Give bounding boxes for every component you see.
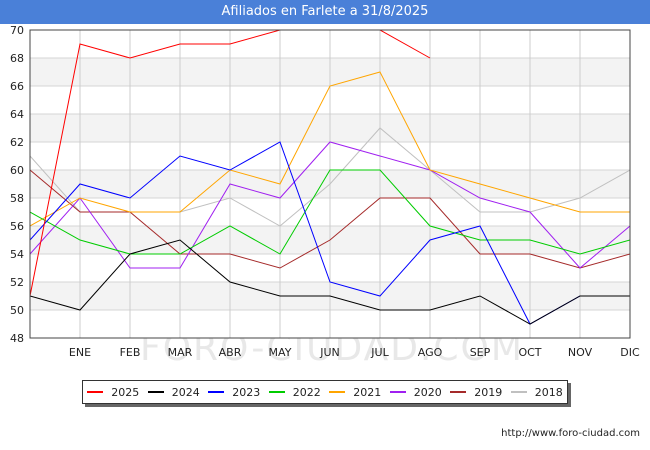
x-tick-label: OCT: [518, 346, 541, 359]
legend-swatch: [329, 391, 346, 393]
y-tick-label: 64: [10, 108, 24, 121]
y-tick-label: 68: [10, 52, 24, 65]
plot-frame: [29, 29, 631, 339]
series-line-2025: [30, 30, 431, 297]
x-tick-label: JUL: [370, 346, 389, 359]
legend-swatch: [268, 391, 285, 393]
legend-label: 2025: [111, 385, 140, 399]
legend-label: 2018: [534, 385, 563, 399]
x-tick-label: MAR: [168, 346, 193, 359]
legend-label: 2021: [353, 385, 382, 399]
x-tick-label: ABR: [219, 346, 242, 359]
legend-swatch: [87, 391, 104, 393]
y-tick-label: 60: [10, 164, 24, 177]
series-line-2020: [30, 141, 630, 269]
legend-item-2022: 2022: [268, 385, 321, 399]
y-tick-label: 52: [10, 276, 24, 289]
chart-title: Afiliados en Farlete a 31/8/2025: [0, 0, 650, 24]
x-tick-label: MAY: [269, 346, 292, 359]
legend-item-2018: 2018: [510, 385, 563, 399]
legend-swatch: [389, 391, 406, 393]
y-tick-label: 48: [10, 332, 24, 345]
series-line-2024: [30, 239, 630, 325]
legend-label: 2024: [171, 385, 200, 399]
x-tick-label: FEB: [120, 346, 141, 359]
x-tick-label: ENE: [69, 346, 91, 359]
y-tick-label: 56: [10, 220, 24, 233]
legend-swatch: [208, 391, 225, 393]
x-tick-label: AGO: [418, 346, 443, 359]
y-tick-label: 66: [10, 80, 24, 93]
legend-item-2021: 2021: [329, 386, 381, 399]
x-tick-label: JUN: [319, 346, 340, 359]
legend-swatch: [510, 391, 527, 393]
x-tick-label: DIC: [620, 346, 640, 359]
y-tick-label: 54: [10, 248, 24, 261]
legend-item-2020: 2020: [389, 385, 442, 399]
legend-label: 2019: [474, 385, 503, 399]
legend-item-2023: 2023: [208, 386, 260, 399]
legend: 2025 2024 2023 2022 2021 2020 2019 2018: [82, 380, 568, 404]
legend-label: 2023: [232, 385, 261, 399]
y-tick-label: 50: [10, 304, 24, 317]
legend-item-2019: 2019: [450, 386, 502, 399]
y-tick-label: 62: [10, 136, 24, 149]
y-tick-label: 70: [10, 24, 24, 37]
y-tick-label: 58: [10, 192, 24, 205]
source-credit: http://www.foro-ciudad.com: [501, 428, 640, 439]
x-tick-label: SEP: [470, 346, 491, 359]
legend-label: 2020: [413, 385, 442, 399]
legend-item-2025: 2025: [87, 386, 139, 399]
x-tick-label: NOV: [568, 346, 593, 359]
legend-label: 2022: [292, 385, 321, 399]
legend-swatch: [450, 391, 467, 393]
legend-swatch: [147, 391, 164, 393]
series-line-2021: [30, 71, 630, 227]
legend-item-2024: 2024: [147, 385, 200, 399]
